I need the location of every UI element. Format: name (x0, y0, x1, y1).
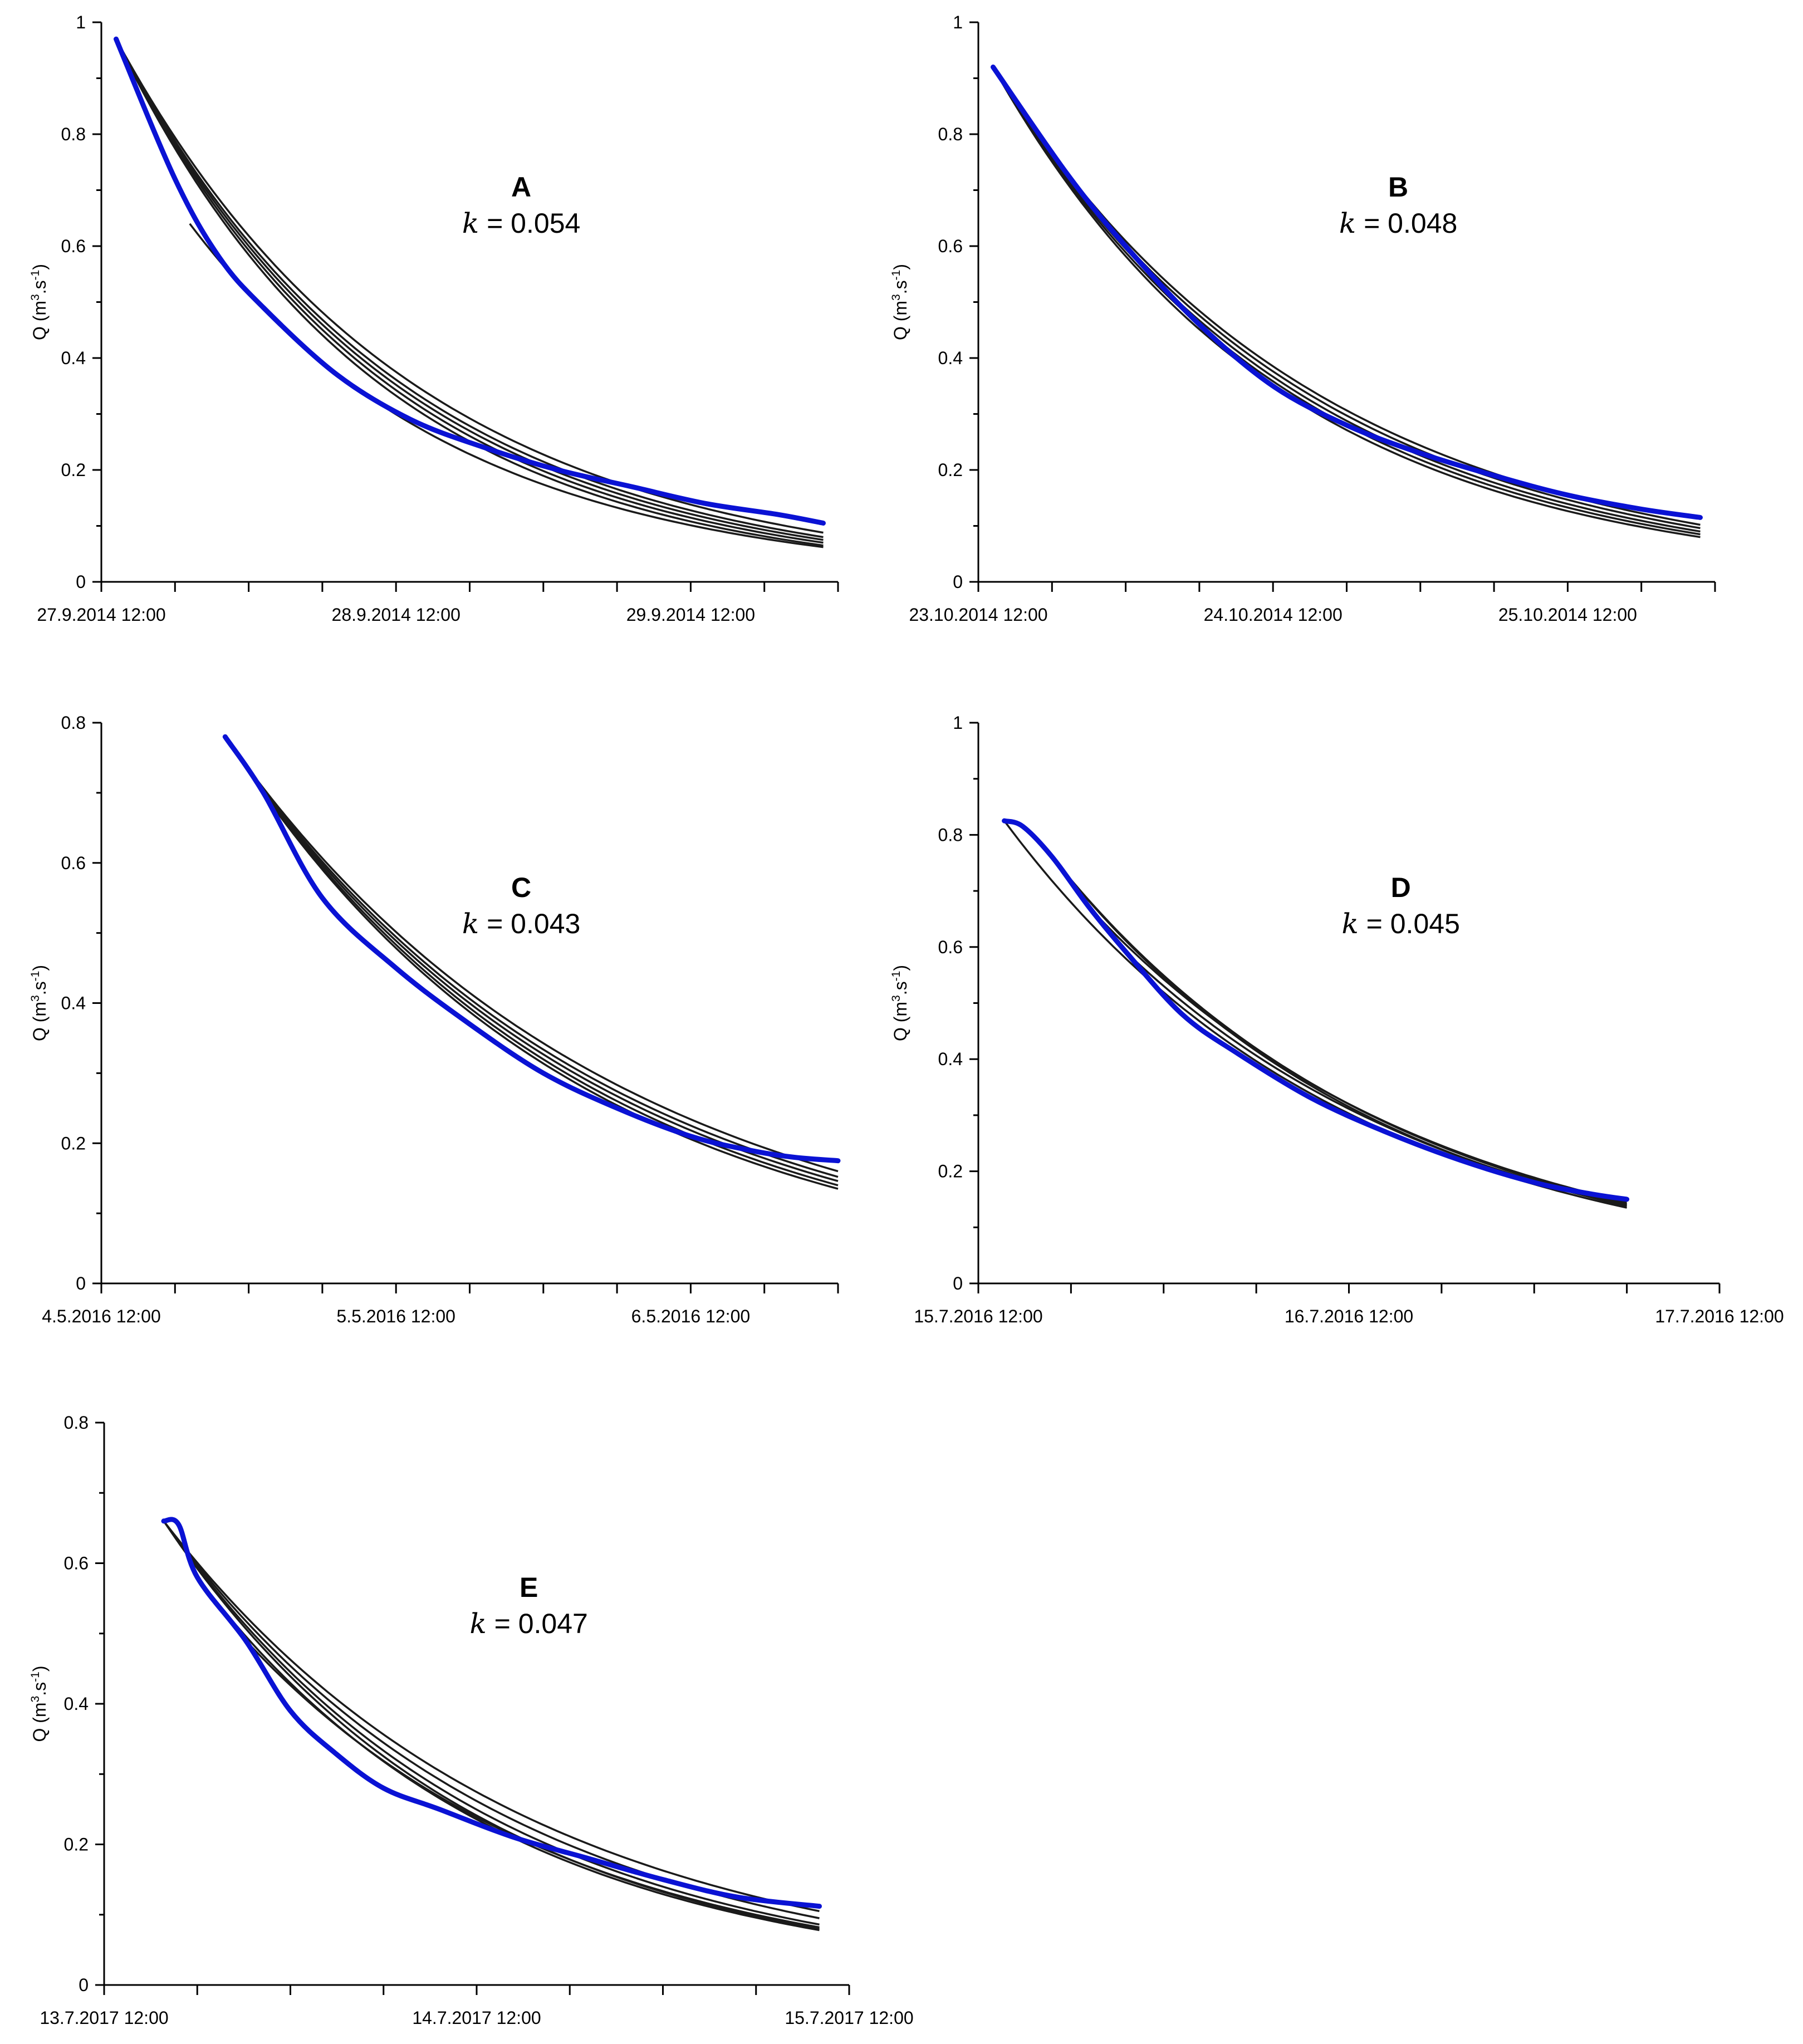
model-recession-curve (1051, 856, 1627, 1207)
panel-letter: C (511, 872, 531, 903)
model-recession-curve (992, 66, 1701, 538)
y-axis-label: Q (m3.s-1) (29, 965, 50, 1041)
observed-recession-curve (1002, 818, 1630, 1202)
y-axis-label: Q (m3.s-1) (29, 1665, 50, 1742)
y-tick-label: 1 (953, 12, 963, 32)
observed-recession-curve (161, 1517, 822, 1909)
y-tick-label: 0.8 (61, 713, 86, 733)
observed-recession-curve (222, 734, 841, 1164)
y-tick-label: 1 (76, 12, 86, 32)
x-tick-label: 4.5.2016 12:00 (42, 1306, 161, 1326)
x-tick-label: 14.7.2017 12:00 (412, 2008, 541, 2028)
model-recession-curve (1089, 907, 1627, 1203)
y-tick-label: 0 (76, 1273, 86, 1293)
y-tick-label: 1 (953, 713, 963, 733)
y-tick-label: 0.4 (61, 993, 86, 1013)
model-recession-curve (224, 736, 839, 1182)
recession-constant-label: k = 0.054 (462, 207, 580, 239)
y-tick-label: 0.8 (64, 1413, 89, 1433)
model-recession-curve (224, 736, 839, 1173)
y-tick-label: 0.8 (938, 825, 963, 845)
observed-recession-curve (114, 36, 826, 526)
model-recession-curve (163, 1520, 820, 1919)
model-recession-curve (992, 66, 1701, 533)
recession-constant-label: k = 0.048 (1339, 207, 1457, 239)
model-recession-curve (992, 66, 1701, 530)
model-recession-curve (115, 38, 824, 547)
x-tick-label: 24.10.2014 12:00 (1204, 605, 1343, 625)
chart-panel-a: 0 0.2 0.4 0.6 0.8 1 27.9.2014 12:00 28.9.2014 1… (29, 12, 839, 625)
y-tick-label: 0.8 (61, 124, 86, 144)
y-tick-label: 0 (79, 1975, 89, 1995)
y-tick-label: 0.6 (61, 236, 86, 256)
recession-constant-label: k = 0.047 (469, 1607, 587, 1640)
y-tick-label: 0 (76, 572, 86, 592)
y-tick-label: 0.6 (64, 1553, 89, 1574)
y-tick-label: 0.4 (938, 348, 963, 368)
y-tick-label: 0.8 (938, 124, 963, 144)
chart-panel-b: 0 0.2 0.4 0.6 0.8 1 23.10.2014 12:00 24.10.2014… (890, 12, 1716, 625)
chart-panel-c: 0 0.2 0.4 0.6 0.8 4.5.2016 12:00 5.5.2016 12:0… (29, 713, 841, 1326)
y-tick-label: 0.2 (61, 1133, 86, 1153)
x-tick-label: 25.10.2014 12:00 (1498, 605, 1637, 625)
panel-letter: D (1391, 872, 1411, 903)
x-tick-label: 6.5.2016 12:00 (631, 1306, 751, 1326)
y-tick-label: 0.4 (938, 1049, 963, 1069)
y-tick-label: 0.2 (938, 460, 963, 480)
model-recession-curve (1003, 820, 1627, 1209)
model-recession-curve (115, 38, 824, 541)
model-recession-curve (115, 38, 824, 538)
model-recession-curve (1125, 952, 1627, 1206)
y-tick-label: 0 (953, 1273, 963, 1293)
model-recession-curve (115, 38, 824, 544)
model-recession-curve (992, 66, 1701, 526)
chart-panel-e: 0 0.2 0.4 0.6 0.8 13.7.2017 12:00 14.7.2017 12… (29, 1413, 914, 2028)
y-axis-label: Q (m3.s-1) (29, 264, 50, 340)
panel-letter: E (520, 1572, 538, 1603)
observed-recession-curve (991, 64, 1703, 520)
y-tick-label: 0.2 (64, 1835, 89, 1855)
x-tick-label: 23.10.2014 12:00 (909, 605, 1047, 625)
y-axis-label: Q (m3.s-1) (890, 965, 910, 1041)
model-recession-curve (115, 38, 824, 534)
y-tick-label: 0 (953, 572, 963, 592)
model-recession-curve (189, 223, 824, 548)
x-tick-label: 5.5.2016 12:00 (336, 1306, 455, 1326)
x-tick-label: 28.9.2014 12:00 (332, 605, 460, 625)
recession-constant-label: k = 0.043 (462, 908, 580, 940)
model-recession-curve (224, 736, 839, 1190)
y-tick-label: 0.4 (61, 348, 86, 368)
x-tick-label: 17.7.2016 12:00 (1655, 1306, 1784, 1326)
y-tick-label: 0.4 (64, 1694, 89, 1714)
recession-constant-label: k = 0.045 (1341, 908, 1459, 940)
y-tick-label: 0.2 (938, 1161, 963, 1182)
chart-panel-d: 0 0.2 0.4 0.6 0.8 1 15.7.2016 12:00 16.7.2016 1… (890, 713, 1784, 1326)
model-recession-curve (224, 736, 839, 1187)
model-recession-curve (163, 1520, 820, 1926)
x-tick-label: 29.9.2014 12:00 (626, 605, 755, 625)
x-tick-label: 16.7.2016 12:00 (1285, 1306, 1413, 1326)
y-tick-label: 0.6 (938, 236, 963, 256)
panel-letter: A (511, 171, 531, 203)
y-tick-label: 0.6 (938, 937, 963, 957)
model-recession-curve (992, 66, 1701, 536)
y-tick-label: 0.6 (61, 853, 86, 873)
y-axis-label: Q (m3.s-1) (890, 264, 910, 340)
x-tick-label: 15.7.2017 12:00 (785, 2008, 913, 2028)
model-recession-curve (244, 1640, 820, 1929)
x-tick-label: 13.7.2017 12:00 (40, 2008, 168, 2028)
x-tick-label: 15.7.2016 12:00 (914, 1306, 1042, 1326)
model-recession-curve (163, 1520, 820, 1913)
x-tick-label: 27.9.2014 12:00 (37, 605, 165, 625)
y-tick-label: 0.2 (61, 460, 86, 480)
model-recession-curve (163, 1520, 820, 1930)
panel-letter: B (1388, 171, 1408, 203)
model-recession-curve (1051, 856, 1627, 1205)
model-recession-curve (224, 736, 839, 1178)
